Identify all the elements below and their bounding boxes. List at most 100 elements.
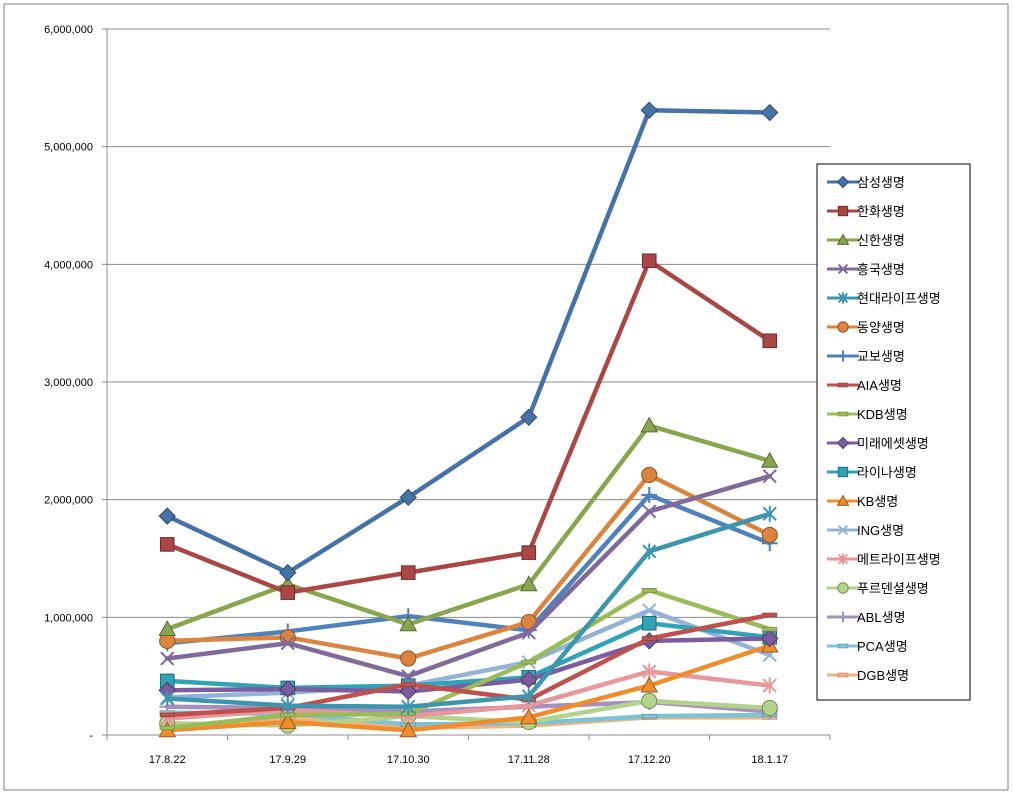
legend-marker [836,175,850,189]
legend-item: 라이나생명 [827,465,917,480]
legend-marker [837,205,849,217]
data-point [400,650,417,667]
legend-item: 신한생명 [827,233,905,248]
legend-item: 현대라이프생명 [827,291,941,306]
series-line [165,511,772,710]
data-point [642,603,657,618]
series-line [165,608,772,700]
data-point [641,636,657,641]
data-point [642,504,657,519]
legend-label: ING생명 [857,523,904,538]
series-line [165,473,772,679]
legend-label: 한화생명 [857,204,905,219]
data-point [762,612,778,618]
data-point [280,585,296,600]
y-tick-label: - [89,730,93,742]
data-point [159,712,175,718]
x-tick-label: 17.11.28 [508,754,550,766]
legend-item: 한화생명 [827,204,905,219]
gridlines [107,28,830,618]
legend-box [816,163,971,701]
x-tick-label: 17.10.30 [387,754,430,766]
legend-item: ING생명 [827,523,904,538]
legend-label: 동양생명 [857,320,905,335]
legend-label: 교보생명 [857,349,905,364]
data-point [762,505,777,522]
data-point [399,721,418,738]
legend-item: DGB생명 [827,668,909,683]
data-point [521,659,537,665]
legend-marker [837,292,849,304]
legend-label: 미래에셋생명 [857,436,929,451]
data-point [762,626,778,632]
data-point [641,615,657,631]
data-point [280,636,295,651]
legend-item: 메트라이프생명 [827,552,941,567]
data-point [519,575,538,592]
y-tick-label: 6,000,000 [44,24,93,36]
legend-marker [837,643,849,649]
legend-label: 메트라이프생명 [857,552,941,567]
series-2 [159,253,778,600]
data-point [761,526,778,544]
data-point [761,699,778,717]
legend-label: 신한생명 [857,233,905,248]
data-point [762,469,777,484]
data-point [641,486,658,503]
data-point [160,651,175,666]
data-point [280,712,296,718]
legend-label: PCA생명 [857,639,908,654]
series-6 [159,466,778,667]
legend-item: KDB생명 [827,407,908,422]
data-point [520,408,538,427]
y-tick-label: 2,000,000 [44,495,93,507]
legend-item: 미래에셋생명 [827,436,929,451]
legend-label: 라이나생명 [857,465,917,480]
series-line [165,258,772,595]
legend-marker [837,263,849,275]
data-point [401,669,416,684]
data-point [159,537,175,552]
data-point [399,615,418,632]
data-point [400,565,416,580]
data-point [761,629,779,648]
data-point [641,588,657,593]
legend-marker [836,233,850,245]
legend-marker [837,466,849,478]
legend-item: KB생명 [827,494,898,509]
legend-label: KDB생명 [857,407,908,422]
series-line [165,612,772,718]
data-point [279,680,297,698]
legend-item: 동양생명 [827,320,905,335]
x-tick-label: 17.8.22 [149,754,186,766]
legend-marker [837,672,849,678]
legend-marker [837,553,849,565]
legend-label: 푸르덴셜생명 [857,581,929,596]
legend-marker [836,436,850,450]
series-line [165,588,772,731]
data-point [640,676,659,693]
legend-label: AIA생명 [857,378,902,393]
data-point [641,692,658,709]
series-line [165,643,772,733]
series-line [165,472,772,661]
legend-marker [837,321,849,333]
data-point [762,677,777,694]
legend-marker [836,494,850,506]
data-point [520,670,538,689]
x-tick-label: 18.1.17 [751,754,788,766]
data-point [399,488,417,507]
series-group [158,101,779,738]
data-point [278,713,297,729]
data-point [159,725,175,731]
legend-marker [837,382,849,388]
y-tick-label: 3,000,000 [44,377,93,389]
legend-label: ABL생명 [857,610,906,625]
legend-item: 흥국생명 [827,262,905,277]
series-3 [158,416,779,636]
data-point [521,545,537,560]
data-point [642,543,657,560]
